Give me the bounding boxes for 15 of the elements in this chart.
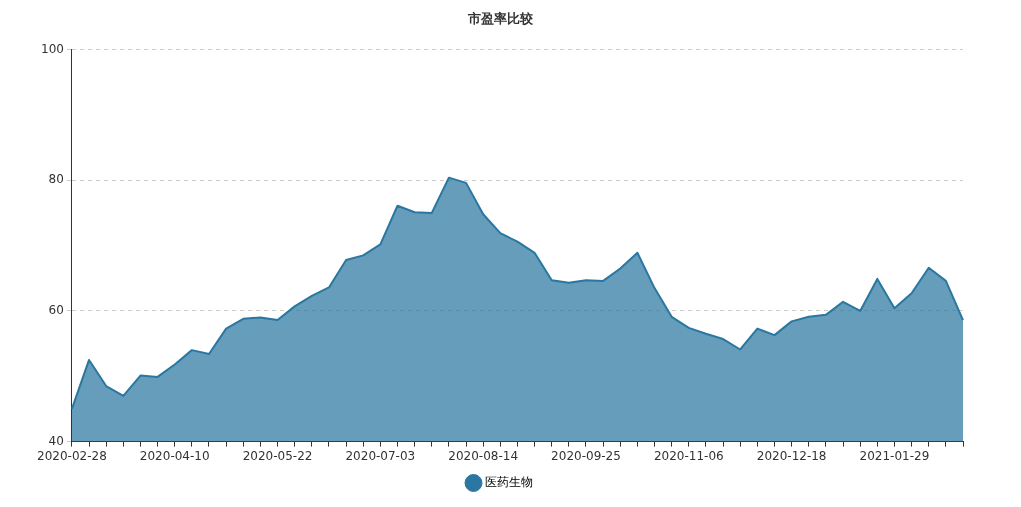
y-tick-label: 60	[48, 303, 64, 318]
x-tick-label: 2020-05-22	[242, 448, 313, 463]
chart-title: 市盈率比较	[467, 11, 534, 27]
x-tick-label: 2020-07-03	[345, 448, 416, 463]
x-tick-label: 2020-04-10	[139, 448, 210, 463]
y-tick-label: 40	[48, 433, 64, 448]
y-tick-label: 80	[48, 172, 64, 187]
y-tick-label: 100	[41, 41, 64, 56]
x-tick-label: 2020-02-28	[37, 448, 107, 463]
legend-label: 医药生物	[484, 475, 533, 490]
x-tick-label: 2020-09-25	[551, 448, 621, 463]
x-tick-label: 2020-12-18	[756, 448, 827, 463]
x-tick-label: 2021-01-29	[859, 448, 930, 463]
x-tick-label: 2020-11-06	[653, 448, 724, 463]
x-tick-label: 2020-08-14	[448, 448, 519, 463]
